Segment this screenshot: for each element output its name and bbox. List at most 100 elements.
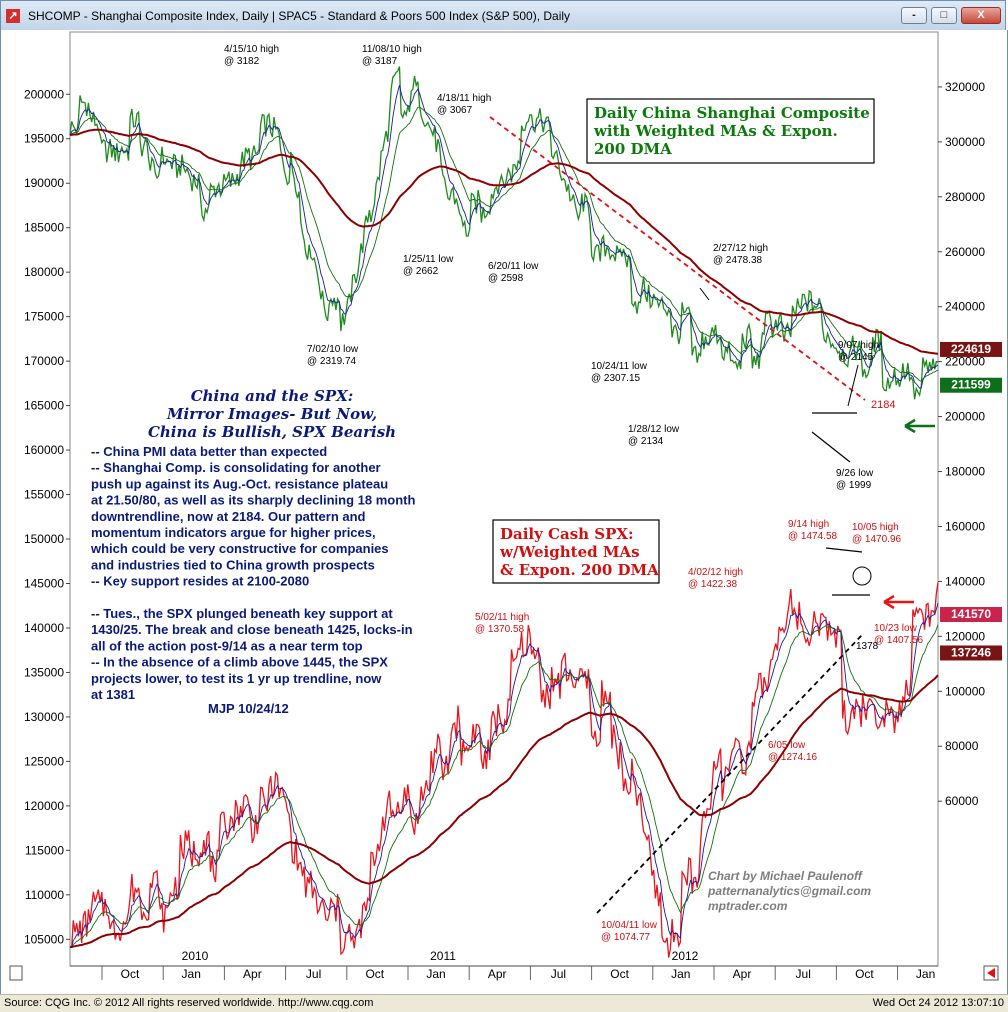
- shanghai-annotation: @ 2319.74: [307, 356, 357, 367]
- shanghai-ma-badge-bg: [940, 341, 1002, 357]
- shanghai-annotation: @ 2307.15: [591, 373, 641, 384]
- spx-annotation: @ 1422.38: [688, 579, 738, 590]
- commentary-heading: China and the SPX:: [191, 387, 354, 405]
- commentary-line: all of the action post-9/14 as a near te…: [91, 638, 363, 653]
- spx-trendline-label: 1378: [856, 641, 879, 652]
- commentary-line: -- Shanghai Comp. is consolidating for a…: [91, 460, 381, 475]
- spx-ema200: [70, 674, 939, 948]
- shanghai-downtrendline: [489, 116, 866, 401]
- left-tick-label: 150000: [24, 532, 64, 546]
- year-label: 2010: [182, 949, 209, 963]
- text-layer: 4/15/10 high@ 3182 11/08/10 high@ 3187 4/1…: [9, 44, 999, 981]
- spx-annotation: 6/05 low: [768, 740, 806, 751]
- commentary-line: projects lower, to test its 1 yr up tren…: [91, 671, 382, 686]
- left-tick-label: 120000: [24, 799, 64, 813]
- spx-annotation: @ 1470.96: [852, 534, 902, 545]
- x-tick-label: Jan: [426, 967, 445, 981]
- red-arrow-icon: [883, 594, 914, 610]
- x-tick-label: Oct: [610, 967, 629, 981]
- spx-wma-fast: [69, 602, 939, 948]
- x-tick-label: Oct: [365, 967, 384, 981]
- status-bar: Source: CQG Inc. © 2012 All rights reser…: [0, 994, 1008, 1012]
- right-tick-label: 80000: [945, 739, 979, 753]
- spx-price-line: [69, 582, 939, 958]
- spx-annotation: @ 1407.56: [874, 635, 924, 646]
- commentary-heading: China is Bullish, SPX Bearish: [148, 423, 396, 441]
- left-tick-label: 175000: [24, 310, 64, 324]
- spx-annotation: @ 1370.58: [475, 624, 525, 635]
- shanghai-annotation: 1/25/11 low: [403, 254, 454, 265]
- spx-ma-badge-bg: [940, 645, 1002, 661]
- spx-top-line: [825, 547, 863, 553]
- shanghai-annotation: @ 3187: [362, 56, 398, 67]
- commentary-line: which could be very constructive for com…: [90, 541, 389, 556]
- shanghai-ma-badge: 224619: [951, 342, 991, 356]
- credit-line: Chart by Michael Paulenoff: [708, 869, 863, 883]
- x-tick-label: Apr: [488, 967, 507, 981]
- spx-circle-marker: [852, 566, 872, 586]
- shanghai-plateau-bottom: [811, 431, 851, 463]
- minimize-button[interactable]: -: [901, 7, 927, 24]
- shanghai-annotation: @ 3182: [224, 56, 260, 67]
- left-tick-label: 105000: [24, 932, 64, 946]
- shanghai-last-badge-bg: [940, 377, 1002, 393]
- shanghai-title-box-line: Daily China Shanghai Composite: [594, 104, 870, 122]
- left-scroll-box[interactable]: [9, 965, 23, 981]
- x-tick-label: Oct: [121, 967, 140, 981]
- left-tick-label: 115000: [25, 843, 64, 857]
- commentary-line: -- Key support resides at 2100-2080: [91, 574, 309, 589]
- x-tick-label: Jul: [551, 967, 566, 981]
- left-tick-label: 130000: [24, 710, 64, 724]
- x-tick-label: Jan: [182, 967, 201, 981]
- shanghai-annotation: 6/20/11 low: [488, 261, 539, 272]
- left-tick-label: 160000: [24, 443, 64, 457]
- credit-line: patternanalytics@gmail.com: [707, 884, 871, 898]
- commentary-line: downtrendline, now at 2184. Our pattern …: [91, 509, 366, 524]
- left-tick-label: 155000: [24, 488, 64, 502]
- right-tick-label: 180000: [945, 465, 985, 479]
- overlay-layer: 224619 211599 141570 137246: [489, 116, 1002, 914]
- right-tick-label: 240000: [945, 300, 985, 314]
- right-tick-label: 100000: [945, 684, 985, 698]
- commentary-line: -- In the absence of a climb above 1445,…: [91, 655, 388, 670]
- shanghai-annotation: 11/08/10 high: [362, 44, 422, 55]
- window-titlebar[interactable]: ↗ SHCOMP - Shanghai Composite Index, Dai…: [0, 0, 1006, 30]
- x-axis: Oct Jan Apr Jul Oct Jan Apr Jul Oct Jan Apr Jul Oct J…: [70, 949, 938, 981]
- left-tick-label: 110000: [25, 888, 64, 902]
- close-button[interactable]: X: [961, 7, 1001, 24]
- shanghai-annotation: @ 2662: [403, 266, 439, 277]
- shanghai-annotation: 7/02/10 low: [307, 344, 359, 355]
- commentary-line: -- Tues., the SPX plunged beneath key su…: [91, 606, 393, 621]
- spx-title-box-line: & Expon. 200 DMA: [500, 561, 659, 579]
- chart-canvas[interactable]: 200000 195000 190000 185000 180000 175000 1700…: [0, 30, 1008, 994]
- shanghai-title-box-line: 200 DMA: [594, 140, 672, 158]
- commentary-heading: Mirror Images- But Now,: [166, 405, 377, 423]
- window-title: SHCOMP - Shanghai Composite Index, Daily…: [28, 9, 571, 23]
- right-tick-label: 280000: [945, 190, 985, 204]
- x-tick-label: Jul: [796, 967, 811, 981]
- left-axis: 200000 195000 190000 185000 180000 175000 1700…: [24, 87, 70, 946]
- shanghai-wma-slow: [69, 106, 939, 382]
- x-tick-label: Apr: [733, 967, 752, 981]
- right-tick-label: 60000: [945, 794, 979, 808]
- scroll-arrow-icon: [987, 968, 995, 978]
- right-tick-label: 140000: [945, 574, 985, 588]
- left-tick-label: 180000: [24, 265, 64, 279]
- source-text: Source: CQG Inc. © 2012 All rights reser…: [4, 997, 374, 1009]
- series-layer: [69, 66, 939, 958]
- shanghai-annotation: 4/15/10 high: [224, 44, 279, 55]
- shanghai-annotation: @ 2598: [488, 273, 524, 284]
- maximize-button[interactable]: □: [931, 7, 957, 24]
- spx-title-box: [492, 519, 660, 584]
- x-tick-label: Jan: [671, 967, 690, 981]
- x-tick-label: Apr: [243, 967, 262, 981]
- pointer-line: [699, 287, 710, 301]
- shanghai-annotation: 9/07 high: [838, 340, 879, 351]
- shanghai-annotation: 10/24/11 low: [591, 361, 648, 372]
- commentary-line: at 21.50/80, as well as its sharply decl…: [91, 493, 415, 508]
- year-label: 2012: [672, 949, 699, 963]
- spx-annotation: @ 1074.77: [601, 932, 651, 943]
- shanghai-annotation: 9/26 low: [836, 468, 874, 479]
- shanghai-annotation: @ 3067: [437, 105, 473, 116]
- green-arrow-icon: [904, 418, 935, 434]
